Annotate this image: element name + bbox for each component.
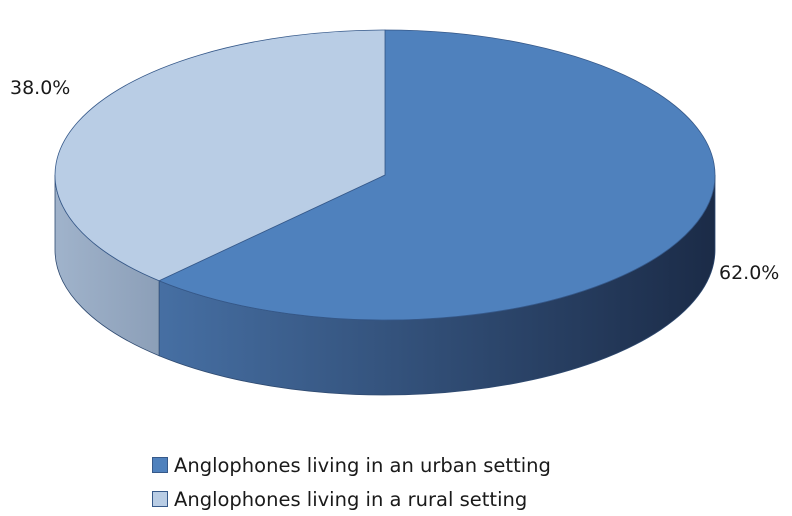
legend-label-rural: Anglophones living in a rural setting xyxy=(174,487,528,511)
pie-slice-urban xyxy=(158,29,716,321)
legend-swatch-rural xyxy=(152,491,168,507)
legend-item-rural: Anglophones living in a rural setting xyxy=(152,482,551,516)
legend-item-urban: Anglophones living in an urban setting xyxy=(152,448,551,482)
pie-slice-rural xyxy=(54,29,386,282)
data-label-rural: 38.0% xyxy=(10,77,71,99)
legend-swatch-urban xyxy=(152,457,168,473)
data-label-urban: 62.0% xyxy=(719,262,780,284)
legend-label-urban: Anglophones living in an urban setting xyxy=(174,453,551,477)
legend: Anglophones living in an urban setting A… xyxy=(152,448,551,516)
